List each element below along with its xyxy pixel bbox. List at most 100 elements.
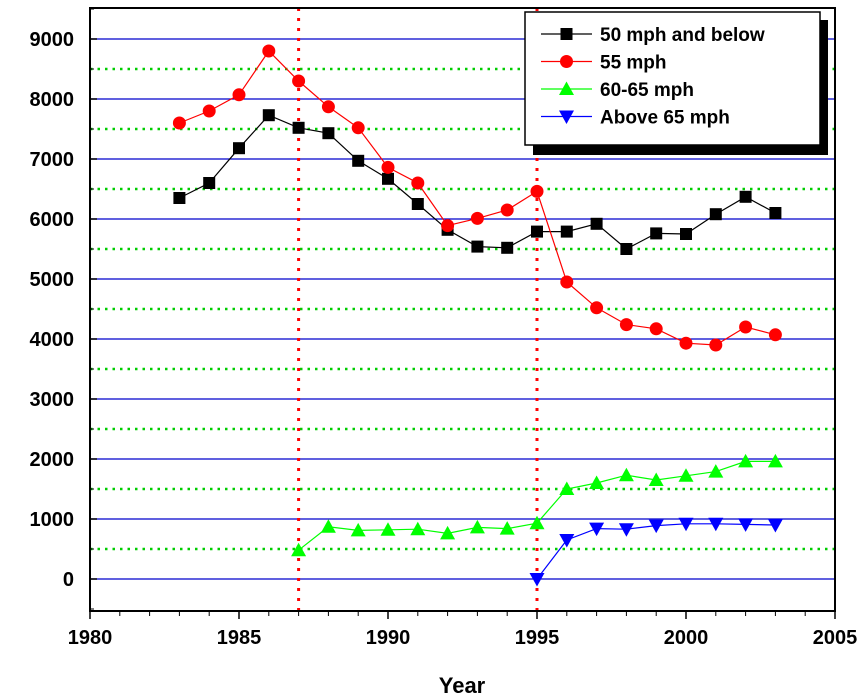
legend-swatch-marker [560,55,573,68]
data-point [292,121,305,134]
legend-swatch-marker [559,81,574,95]
data-point [767,519,783,533]
y-tick-label: 9000 [30,29,75,51]
data-point [441,219,455,233]
data-point [352,154,365,167]
data-point [173,192,186,204]
data-point [708,517,724,532]
data-point [738,453,754,468]
data-point [262,109,275,122]
legend-label: 60-65 mph [600,80,694,101]
data-point [590,301,604,315]
y-tick-label: 3000 [30,389,75,411]
data-point [320,519,336,533]
data-point [380,522,396,536]
y-tick-label: 2000 [30,449,75,471]
data-point [679,336,693,350]
data-point [768,328,782,342]
y-tick-label: 6000 [30,209,75,231]
y-tick-label: 1000 [30,509,75,531]
x-tick-label: 1990 [366,627,411,649]
x-tick-label: 1980 [68,627,113,649]
series-1 [173,109,782,255]
data-point [618,467,634,482]
data-point [381,160,395,174]
legend-swatch-marker [559,110,574,124]
data-point [560,275,574,289]
data-point [410,521,426,536]
data-point [531,225,543,238]
axes: 0 1000 2000 3000 4000 5000 6000 7000 8000 9000 198… [30,8,858,649]
series-3 [291,453,783,557]
data-point [172,116,186,130]
data-point [471,240,484,253]
data-point [499,521,515,535]
data-point [709,208,722,221]
data-point [500,203,514,217]
x-tick-label: 2005 [813,627,858,649]
data-point [382,172,394,185]
data-point [203,177,216,189]
data-point [470,211,484,225]
data-point [350,522,366,537]
data-point [351,121,365,135]
data-point [322,127,335,140]
data-point [708,464,724,478]
data-point [469,519,485,534]
legend-swatch-marker [560,28,573,40]
data-point [589,522,605,537]
data-point [530,184,544,198]
data-point [680,228,692,240]
data-point [262,44,276,58]
x-axis-title: Year [439,673,486,698]
data-point [619,318,633,332]
data-point [232,88,246,102]
legend-label: 50 mph and below [600,25,765,46]
data-point [560,225,573,238]
data-point [411,198,424,210]
data-point [767,453,783,468]
data-point [559,481,575,495]
data-point [739,190,752,203]
data-point [649,322,663,336]
legend-entry: 50 mph and below [541,25,765,46]
series-4 [529,517,783,587]
x-tick-label: 1985 [217,627,262,649]
data-point [650,227,663,240]
data-point [529,515,545,530]
data-point [440,525,456,540]
data-point [411,176,425,190]
x-tick-label: 2000 [664,627,709,649]
data-point [589,475,605,489]
data-point [501,241,514,254]
data-point [620,243,633,255]
legend-label: Above 65 mph [600,108,730,129]
data-point [648,472,664,486]
data-point [678,468,694,482]
data-point [529,573,545,587]
y-tick-label: 5000 [30,269,75,291]
data-point [291,542,307,557]
data-point [769,207,782,219]
y-tick-label: 0 [63,569,74,591]
data-series [172,44,783,587]
y-tick-label: 7000 [30,149,75,171]
data-point [618,523,634,537]
x-tick-label: 1995 [515,627,560,649]
data-point [292,74,306,88]
data-point [738,518,754,532]
legend-entry: 60-65 mph [541,80,694,101]
legend-entry: Above 65 mph [541,108,730,129]
legend: 50 mph and below 55 mph 60-65 mph Above 65 … [524,11,828,155]
data-point [678,517,694,532]
data-point [321,100,335,114]
legend-entry: 55 mph [541,53,667,74]
data-point [709,338,723,352]
data-point [559,534,575,548]
data-point [648,519,664,534]
data-point [590,217,603,230]
legend-label: 55 mph [600,53,667,74]
y-tick-label: 4000 [30,329,75,351]
data-point [233,142,245,155]
